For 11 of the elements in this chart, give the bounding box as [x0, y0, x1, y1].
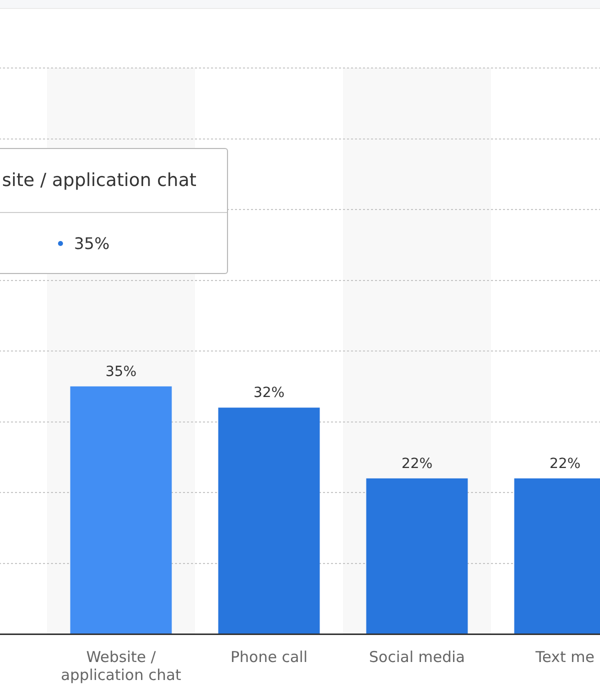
x-tick-label: Text me [534, 648, 594, 666]
annotation: 35% [74, 234, 110, 252]
x-tick-label: Phone call [230, 648, 308, 666]
tooltip-box: site / application chat 35% [0, 148, 228, 274]
data-label: 35% [105, 364, 137, 380]
x-tick-label: Website / application chat [60, 648, 182, 684]
annotation: site / application chat [2, 170, 196, 191]
data-label: 22% [549, 456, 581, 472]
x-tick-label: Social media [369, 648, 465, 666]
data-label: 22% [401, 456, 433, 472]
data-label: 32% [253, 385, 285, 402]
